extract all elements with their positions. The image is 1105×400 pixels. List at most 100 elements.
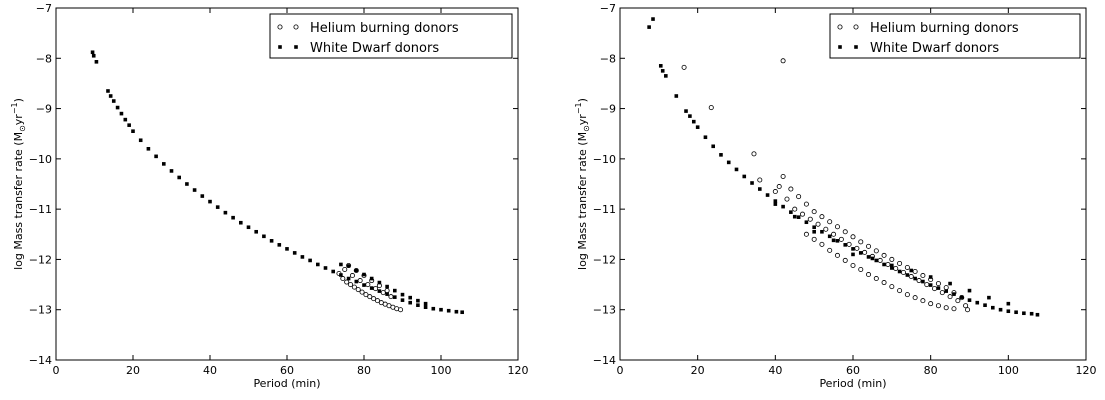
data-point <box>815 221 821 227</box>
y-tick-label: −10 <box>29 153 52 166</box>
data-point <box>371 296 377 302</box>
data-point <box>947 294 953 300</box>
data-point <box>393 288 397 293</box>
data-point <box>681 64 687 70</box>
x-tick-label: 20 <box>126 364 140 377</box>
data-point <box>131 129 135 133</box>
data-point <box>967 298 972 302</box>
data-point <box>909 268 914 273</box>
data-point <box>959 295 964 299</box>
data-point <box>862 249 868 255</box>
data-point <box>651 17 655 21</box>
data-point <box>354 268 359 273</box>
legend: Helium burning donors White Dwarf donors <box>269 13 513 59</box>
data-point <box>342 266 348 272</box>
data-point <box>292 251 297 255</box>
data-point <box>384 288 390 294</box>
data-point <box>851 252 855 257</box>
legend-box <box>269 13 513 59</box>
data-point <box>339 273 343 277</box>
data-point <box>127 123 131 127</box>
data-point <box>416 303 420 307</box>
data-point <box>781 204 785 209</box>
data-point <box>285 247 289 251</box>
data-point <box>912 268 918 274</box>
data-point <box>780 58 786 64</box>
data-point <box>340 276 346 282</box>
data-point <box>858 251 863 255</box>
data-points <box>647 17 1040 317</box>
legend-marker <box>277 24 283 30</box>
data-point <box>215 205 220 209</box>
data-point <box>408 300 412 305</box>
data-point <box>792 214 797 219</box>
data-point <box>146 147 151 151</box>
data-point <box>316 262 320 267</box>
legend-box <box>829 13 1081 59</box>
data-point <box>842 257 848 263</box>
y-tick-label: −13 <box>29 304 52 317</box>
data-point <box>803 231 809 237</box>
data-point <box>804 220 809 225</box>
data-point <box>223 210 228 215</box>
data-point <box>843 243 848 247</box>
y-tick-label: −7 <box>36 2 52 15</box>
y-axis-label: log Mass transfer rate (M⊙yr−1) <box>10 98 27 270</box>
data-point <box>784 196 790 202</box>
data-point <box>773 199 778 203</box>
y-tick-label: −12 <box>29 253 52 266</box>
data-point <box>400 292 405 297</box>
x-tick-label: 40 <box>203 364 217 377</box>
data-point <box>351 284 357 290</box>
data-point <box>827 234 832 239</box>
data-point <box>897 269 902 274</box>
data-point <box>377 280 382 285</box>
data-point <box>106 89 110 93</box>
data-point <box>1029 311 1034 316</box>
y-tick-label: −8 <box>36 52 52 65</box>
data-point <box>331 269 335 274</box>
data-point <box>913 276 917 281</box>
data-point <box>858 239 864 245</box>
data-point <box>231 215 235 220</box>
data-point <box>780 173 786 179</box>
data-point <box>943 305 949 311</box>
data-point <box>877 257 883 263</box>
data-point <box>904 264 910 270</box>
data-point <box>889 256 895 262</box>
data-point <box>460 310 464 315</box>
data-point <box>908 274 914 280</box>
data-point <box>789 210 793 214</box>
data-point <box>355 287 361 293</box>
data-point <box>874 258 879 263</box>
data-point <box>192 188 197 192</box>
data-point <box>664 74 668 78</box>
data-point <box>904 292 910 298</box>
data-point <box>955 298 961 304</box>
data-point <box>819 241 825 247</box>
x-tick-label: 100 <box>431 364 452 377</box>
data-point <box>1006 301 1011 306</box>
data-point <box>811 209 817 215</box>
data-point <box>726 160 731 165</box>
right-chart-panel: 0 20 40 60 80 100 120 −14 −13 −12 −11 −10 −9 −8 −7 Peri… <box>574 2 1097 390</box>
data-point <box>277 243 282 247</box>
data-point <box>369 276 374 281</box>
data-point <box>921 279 925 284</box>
data-point <box>111 99 116 103</box>
data-point <box>773 202 778 206</box>
data-point <box>765 193 770 197</box>
series-0 <box>681 58 971 313</box>
data-point <box>796 215 801 219</box>
data-point <box>348 282 354 288</box>
x-tick-label: 100 <box>998 364 1019 377</box>
y-axis-label: log Mass transfer rate (M⊙yr−1) <box>574 98 591 270</box>
data-point <box>200 194 205 198</box>
x-tick-label: 60 <box>280 364 294 377</box>
data-point <box>943 285 949 291</box>
data-point <box>858 266 864 272</box>
x-axis-label: Period (min) <box>819 377 886 390</box>
data-point <box>431 306 436 311</box>
data-point <box>912 295 918 301</box>
